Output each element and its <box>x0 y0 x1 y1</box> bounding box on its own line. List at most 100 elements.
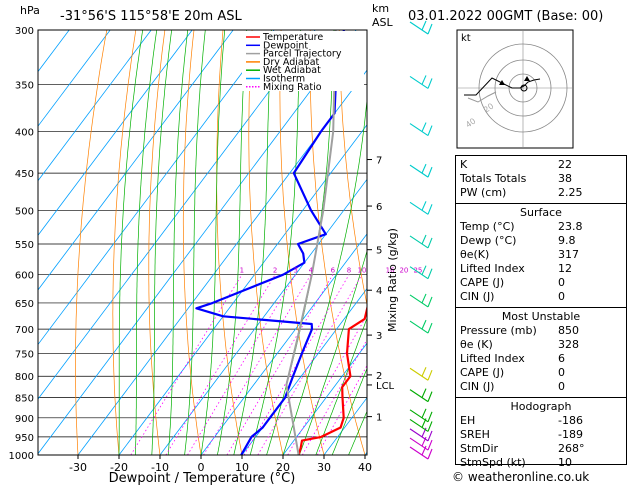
wet-adiabat-line <box>167 30 189 455</box>
wind-barb-flag <box>427 439 433 451</box>
temperature-tick-label: 40 <box>358 461 372 474</box>
wind-barb <box>409 408 433 423</box>
wind-barb-flag <box>427 23 433 35</box>
mixing-ratio-line <box>130 274 243 455</box>
mu-lifted-index: Lifted Index 6 <box>460 352 565 365</box>
wind-barb-flag <box>421 201 427 211</box>
mixing-ratio-label: 6 <box>331 267 336 275</box>
mu-pressure: Pressure (mb) 850 <box>460 324 579 337</box>
wind-barb-staff <box>409 428 429 442</box>
wind-barb <box>409 445 433 460</box>
mu-theta-e: θe (K) 328 <box>460 338 579 351</box>
mu-cin: CIN (J) 0 <box>460 380 565 393</box>
hodograph: kt 20 40 <box>456 29 574 149</box>
temperature-axis: -30 -20 -10 0 10 20 30 40 <box>69 455 372 474</box>
hodo-stmspd: StmSpd (kt) 10 <box>460 456 572 469</box>
mixing-ratio-labels: 1 2 3 4 6 8 10 16 20 25 <box>240 267 423 275</box>
wind-barb <box>409 265 433 280</box>
isotherm-line <box>77 69 367 455</box>
wet-adiabat-line <box>299 249 367 455</box>
hodograph-title: Hodograph <box>510 400 572 413</box>
dry-adiabat-line <box>75 30 108 455</box>
wind-barb-flag <box>421 408 427 419</box>
wind-barb-staff <box>409 437 429 451</box>
wind-barb-flag <box>427 448 433 460</box>
height-tick-label: 3 <box>376 331 382 342</box>
wet-adiabat-line <box>217 30 247 455</box>
wet-adiabat-line <box>135 30 158 455</box>
index-totals-totals: Totals Totals 38 <box>460 172 572 185</box>
wind-barb-flag <box>427 125 433 136</box>
wind-barb-staff <box>409 75 429 89</box>
wind-barb-flag <box>421 122 427 132</box>
pressure-tick-label: 800 <box>15 372 34 383</box>
series-temperature <box>297 304 367 455</box>
temperature-tick-label: 20 <box>276 461 290 474</box>
wet-adiabat-line <box>184 30 206 455</box>
most-unstable-title: Most Unstable <box>501 310 581 323</box>
wet-adiabat-line <box>315 317 367 455</box>
wind-barb-flag <box>427 237 433 249</box>
hodograph-arrow-2 <box>524 76 530 81</box>
legend-label: Dry Adiabat <box>263 57 320 68</box>
pressure-tick-label: 600 <box>15 271 34 282</box>
wind-barb-flag <box>421 20 427 31</box>
wind-barb-staff <box>409 21 429 35</box>
index-k: K 22 <box>460 158 572 171</box>
surface-dewp: Dewp (°C) 9.8 <box>460 234 576 247</box>
pressure-tick-label: 500 <box>15 206 34 217</box>
hodograph-frame <box>456 29 574 149</box>
wind-barb-flag <box>427 204 433 215</box>
legend-label: Dewpoint <box>263 40 308 51</box>
dry-adiabat-line <box>182 30 202 455</box>
location-title: -31°56'S 115°58'E 20m ASL <box>60 9 242 24</box>
surface-lifted-index: Lifted Index 12 <box>460 262 572 275</box>
height-tick-label: 1 <box>376 413 382 424</box>
wind-barb <box>409 234 433 249</box>
mixing-ratio-label: 16 <box>386 267 395 275</box>
wind-barb-flag <box>421 293 427 304</box>
wind-barb-staff <box>409 201 429 215</box>
wind-barb-flag <box>421 319 427 330</box>
legend-label: Isotherm <box>263 74 305 85</box>
isotherm-line <box>38 30 234 291</box>
isotherm-line <box>38 30 357 455</box>
isotherm-line <box>159 178 367 455</box>
wind-barb <box>409 293 433 308</box>
series-lines <box>195 30 367 455</box>
mixing-ratio-label: 2 <box>273 267 277 275</box>
wind-barb-flag <box>421 445 427 456</box>
height-tick-label: 7 <box>376 156 382 167</box>
wind-barb-flag <box>427 322 433 334</box>
pressure-tick-label: 750 <box>15 349 34 360</box>
wind-barb <box>409 367 433 381</box>
datetime: 03.01.2022 00GMT (Base: 00) <box>408 9 603 24</box>
dry-adiabat-line <box>112 30 137 455</box>
isotherm-line <box>38 30 70 73</box>
wind-barb-staff <box>409 446 429 460</box>
height-tick-label: LCL <box>376 381 395 392</box>
hodo-sreh: SREH -189 <box>460 428 583 441</box>
wind-barb <box>409 163 433 178</box>
index-pw: PW (cm) 2.25 <box>460 186 583 199</box>
surface-theta-e: θe(K) 317 <box>460 248 579 261</box>
legend-label: Temperature <box>262 32 323 43</box>
wet-adiabat-line <box>282 96 367 455</box>
hodograph-arrow-1 <box>499 80 505 85</box>
isotherm-line <box>38 30 275 346</box>
mixing-ratio-label: 4 <box>309 267 314 275</box>
wet-adiabat-line <box>331 367 367 455</box>
wind-barb-staff <box>409 294 429 308</box>
mu-cape: CAPE (J) 0 <box>460 366 565 379</box>
legend-label: Parcel Trajectory <box>263 49 342 60</box>
wet-adiabat-line <box>118 30 144 455</box>
footer-copyright[interactable]: © weatheronline.co.uk <box>452 470 590 484</box>
wind-barbs <box>409 20 433 460</box>
pressure-tick-label: 900 <box>15 414 34 425</box>
wind-barb-flag <box>427 268 433 279</box>
wet-adiabat-line <box>151 30 173 455</box>
pressure-tick-label: 300 <box>15 26 34 37</box>
pressure-axis: 300 350 400 450 500 550 600 650 700 750 800 850 900 9… <box>9 26 34 462</box>
temperature-tick-label: -20 <box>110 461 128 474</box>
height-tick-label: 5 <box>376 246 382 257</box>
